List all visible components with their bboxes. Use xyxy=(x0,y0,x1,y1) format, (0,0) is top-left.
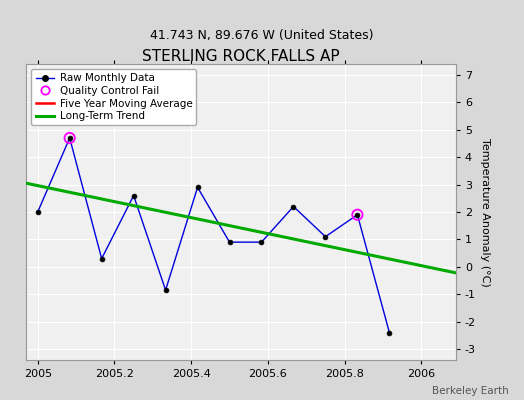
Y-axis label: Temperature Anomaly (°C): Temperature Anomaly (°C) xyxy=(480,138,490,286)
Title: STERLING ROCK FALLS AP: STERLING ROCK FALLS AP xyxy=(142,49,340,64)
Text: 41.743 N, 89.676 W (United States): 41.743 N, 89.676 W (United States) xyxy=(150,29,374,42)
Point xyxy=(66,135,74,141)
Point xyxy=(353,212,362,218)
Legend: Raw Monthly Data, Quality Control Fail, Five Year Moving Average, Long-Term Tren: Raw Monthly Data, Quality Control Fail, … xyxy=(31,69,196,125)
Text: Berkeley Earth: Berkeley Earth xyxy=(432,386,508,396)
